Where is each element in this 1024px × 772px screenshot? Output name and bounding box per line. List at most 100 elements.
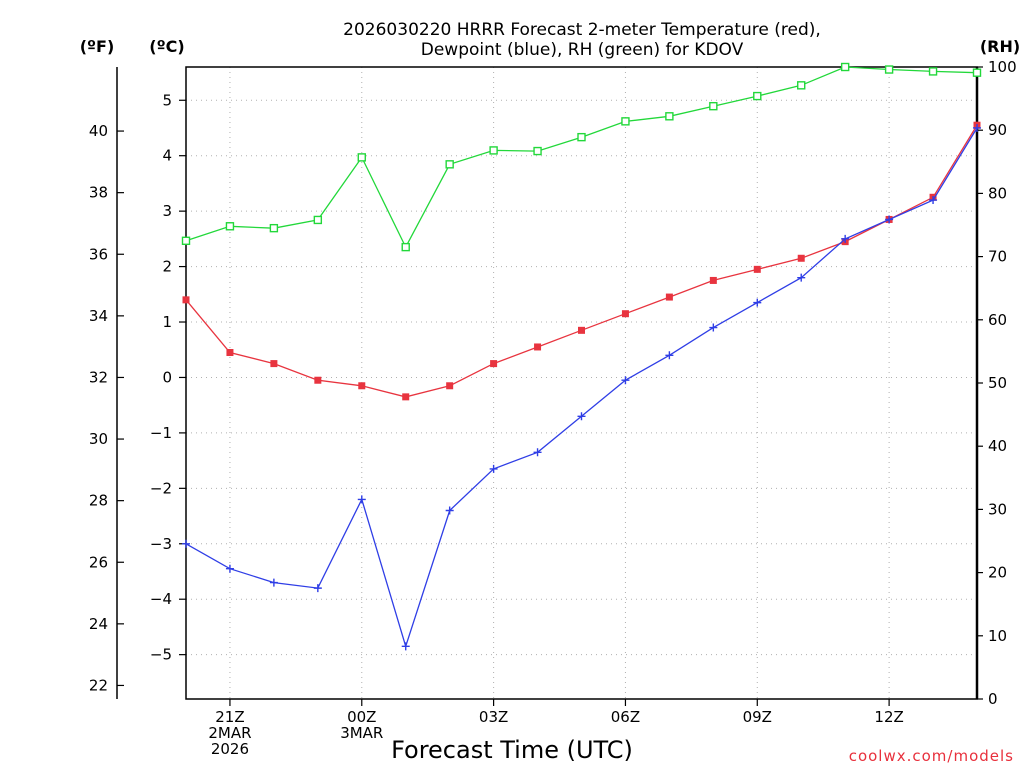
- rh-line: [185, 66, 978, 249]
- rh-point: [972, 68, 982, 77]
- rh-point: [840, 62, 850, 72]
- chart-title-line-1: 2026030220 HRRR Forecast 2-meter Tempera…: [343, 20, 821, 40]
- tick-labels: 543210−1−2−3−4−5403836343230282624221009…: [89, 58, 1017, 758]
- x-axis-title: Forecast Time (UTC): [391, 736, 633, 764]
- rh-tick-label: 50: [988, 374, 1007, 392]
- rh-point: [225, 222, 235, 231]
- fahrenheit-tick-label: 22: [89, 676, 108, 694]
- plot-frame: [185, 66, 978, 700]
- celsius-tick-label: −5: [150, 646, 172, 664]
- rh-tick-label: 30: [988, 500, 1007, 518]
- x-tick-label: 00Z: [347, 708, 376, 726]
- dewpoint-point: [401, 642, 410, 651]
- dewpoint-point: [665, 351, 674, 360]
- rh-point: [269, 223, 279, 233]
- dewpoint-point: [182, 539, 190, 548]
- rh-point: [533, 146, 542, 156]
- temperature-point: [665, 293, 673, 301]
- celsius-axis-unit: (ºC): [149, 37, 184, 56]
- dewpoint-point: [577, 412, 586, 421]
- chart-title-line-2: Dewpoint (blue), RH (green) for KDOV: [421, 40, 744, 60]
- rh-point: [401, 242, 410, 252]
- temperature-point: [314, 376, 322, 384]
- rh-tick-label: 100: [988, 58, 1017, 76]
- series-layer: [181, 62, 982, 651]
- series-rh: [181, 62, 982, 252]
- rh-point: [753, 91, 762, 101]
- dewpoint-point: [797, 273, 806, 282]
- dewpoint-point: [445, 506, 454, 515]
- dewpoint-point: [885, 215, 894, 224]
- fahrenheit-tick-label: 40: [89, 122, 108, 140]
- x-tick-label: 12Z: [874, 708, 903, 726]
- temperature-point: [709, 276, 717, 284]
- celsius-tick-label: 0: [162, 368, 172, 386]
- rh-point: [928, 67, 938, 76]
- rh-tick-label: 90: [988, 121, 1007, 139]
- fahrenheit-tick-label: 34: [89, 307, 108, 325]
- celsius-tick-label: 5: [162, 91, 172, 109]
- celsius-tick-label: −4: [150, 590, 172, 608]
- x-tick-label: 2MAR: [208, 724, 251, 742]
- rh-point: [797, 81, 806, 90]
- dewpoint-point: [357, 495, 366, 504]
- series-temperature: [182, 121, 981, 401]
- dewpoint-point: [533, 448, 542, 457]
- rh-tick-label: 0: [988, 690, 998, 708]
- temperature-point: [490, 360, 498, 368]
- x-tick-label: 03Z: [479, 708, 508, 726]
- rh-point: [577, 132, 586, 142]
- dewpoint-point: [489, 464, 498, 473]
- temperature-point: [182, 296, 190, 304]
- celsius-tick-label: −1: [150, 424, 172, 442]
- dewpoint-point: [929, 196, 938, 205]
- celsius-tick-label: 1: [162, 313, 172, 331]
- celsius-tick-label: 3: [162, 202, 172, 220]
- rh-point: [313, 215, 323, 225]
- temperature-point: [270, 360, 278, 368]
- x-tick-label: 21Z: [215, 708, 244, 726]
- dewpoint-line: [185, 127, 978, 649]
- fahrenheit-axis-unit: (ºF): [80, 37, 115, 56]
- temperature-point: [402, 393, 410, 401]
- temperature-point: [621, 310, 629, 318]
- temperature-point: [226, 349, 234, 357]
- rh-point: [181, 236, 191, 246]
- dewpoint-point: [709, 323, 718, 332]
- rh-point: [489, 146, 498, 155]
- x-tick-label: 09Z: [743, 708, 772, 726]
- dewpoint-point: [269, 578, 278, 587]
- fahrenheit-tick-label: 28: [89, 492, 108, 510]
- rh-tick-label: 10: [988, 627, 1007, 645]
- x-tick-label: 2026: [211, 740, 249, 758]
- rh-point: [621, 117, 630, 126]
- temperature-point: [358, 382, 366, 390]
- grid-lines: [186, 67, 977, 699]
- temperature-line: [185, 124, 978, 398]
- temperature-point: [578, 326, 585, 334]
- dewpoint-point: [973, 123, 981, 132]
- rh-point: [665, 112, 674, 121]
- rh-axis-unit: (RH): [980, 37, 1020, 56]
- axes: [116, 66, 983, 706]
- celsius-tick-label: 2: [162, 258, 172, 276]
- dewpoint-point: [753, 298, 762, 307]
- fahrenheit-tick-label: 38: [89, 184, 108, 202]
- x-tick-label: 06Z: [611, 708, 640, 726]
- rh-tick-label: 40: [988, 437, 1007, 455]
- fahrenheit-tick-label: 36: [89, 245, 108, 263]
- rh-tick-label: 20: [988, 564, 1007, 582]
- fahrenheit-tick-label: 24: [89, 615, 108, 633]
- celsius-tick-label: 4: [162, 147, 172, 165]
- temperature-point: [753, 265, 761, 273]
- dewpoint-point: [225, 564, 234, 573]
- fahrenheit-tick-label: 30: [89, 430, 108, 448]
- celsius-tick-label: −2: [150, 479, 172, 497]
- site-credit: coolwx.com/models: [849, 747, 1014, 765]
- celsius-tick-label: −3: [150, 535, 172, 553]
- rh-point: [445, 160, 454, 169]
- x-tick-label: 3MAR: [340, 724, 383, 742]
- rh-tick-label: 80: [988, 184, 1007, 202]
- dewpoint-point: [621, 376, 630, 385]
